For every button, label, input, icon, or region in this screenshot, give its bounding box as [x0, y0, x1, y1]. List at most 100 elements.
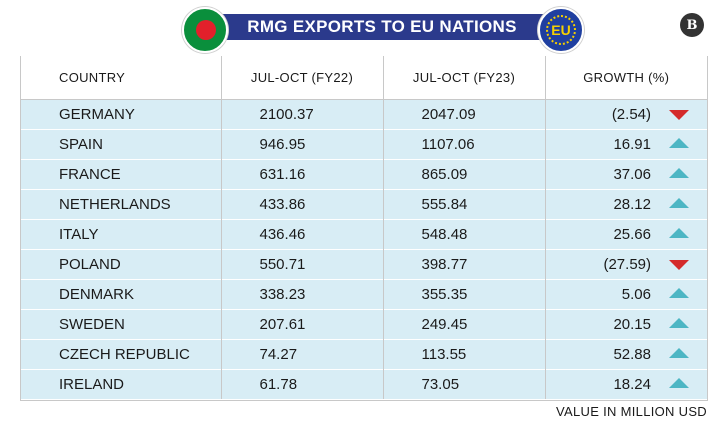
table-header-row: COUNTRY JUL-OCT (FY22) JUL-OCT (FY23) GR…	[21, 56, 707, 100]
cell-fy23-value: 555.84	[421, 196, 468, 213]
cell-growth-value: 20.15	[613, 316, 651, 333]
trend-down-icon	[669, 260, 689, 270]
table-row: DENMARK 338.23 355.35 5.06	[21, 279, 707, 310]
cell-country: FRANCE	[21, 159, 222, 190]
cell-fy23-value: 2047.09	[421, 106, 476, 123]
trend-up-icon	[669, 318, 689, 328]
cell-fy22: 74.27	[221, 339, 384, 370]
cell-fy23-value: 548.48	[421, 226, 468, 243]
cell-growth-value: (2.54)	[611, 106, 651, 123]
cell-fy23: 73.05	[383, 369, 546, 399]
cell-fy23-value: 113.55	[421, 346, 467, 363]
cell-fy22-value: 631.16	[259, 166, 306, 183]
cell-country-value: DENMARK	[59, 286, 135, 303]
cell-country: GERMANY	[21, 99, 222, 130]
cell-growth-value: 5.06	[621, 286, 651, 303]
cell-fy22: 550.71	[221, 249, 384, 280]
table-row: NETHERLANDS 433.86 555.84 28.12	[21, 189, 707, 220]
table-row: CZECH REPUBLIC 74.27 113.55 52.88	[21, 339, 707, 370]
bangladesh-flag-icon	[182, 7, 228, 53]
trend-up-icon	[669, 348, 689, 358]
cell-growth: 20.15	[545, 309, 707, 340]
table-row: SPAIN 946.95 1107.06 16.91	[21, 129, 707, 160]
cell-fy23: 355.35	[383, 279, 546, 310]
cell-growth: 52.88	[545, 339, 707, 370]
cell-growth: 16.91	[545, 129, 707, 160]
cell-fy23-value: 1107.06	[421, 136, 475, 153]
eu-star-ring	[546, 15, 576, 45]
cell-country-value: POLAND	[59, 256, 121, 273]
cell-country-value: IRELAND	[59, 376, 125, 393]
column-header-country: COUNTRY	[21, 56, 222, 100]
trend-up-icon	[669, 198, 689, 208]
header: RMG EXPORTS TO EU NATIONS EU	[180, 5, 584, 53]
cell-fy23: 1107.06	[383, 129, 546, 160]
cell-fy22-value: 946.95	[259, 136, 306, 153]
cell-country: IRELAND	[21, 369, 222, 399]
cell-country: NETHERLANDS	[21, 189, 222, 220]
cell-fy22-value: 61.78	[259, 376, 298, 393]
cell-country-value: FRANCE	[59, 166, 121, 183]
cell-country-value: GERMANY	[59, 106, 135, 123]
cell-fy23: 865.09	[383, 159, 546, 190]
cell-fy23: 555.84	[383, 189, 546, 220]
cell-growth-value: 18.24	[613, 376, 651, 393]
cell-country: ITALY	[21, 219, 222, 250]
cell-growth-value: 28.12	[613, 196, 651, 213]
cell-growth: 18.24	[545, 369, 707, 399]
cell-country: CZECH REPUBLIC	[21, 339, 222, 370]
page-title: RMG EXPORTS TO EU NATIONS	[206, 14, 558, 40]
unit-footnote: VALUE IN MILLION USD	[556, 404, 707, 419]
cell-fy23-value: 398.77	[421, 256, 468, 273]
cell-fy23: 548.48	[383, 219, 546, 250]
cell-country-value: SPAIN	[59, 136, 103, 153]
cell-fy23: 398.77	[383, 249, 546, 280]
cell-fy22: 338.23	[221, 279, 384, 310]
cell-fy22: 61.78	[221, 369, 384, 399]
cell-fy22-value: 433.86	[259, 196, 306, 213]
cell-growth-value: 16.91	[613, 136, 651, 153]
cell-growth: 37.06	[545, 159, 707, 190]
table-row: ITALY 436.46 548.48 25.66	[21, 219, 707, 250]
column-header-growth: GROWTH (%)	[583, 70, 670, 85]
cell-fy22: 2100.37	[221, 99, 384, 130]
column-header-fy23: JUL-OCT (FY23)	[383, 56, 546, 100]
cell-country: SPAIN	[21, 129, 222, 160]
cell-growth: 5.06	[545, 279, 707, 310]
cell-fy23: 249.45	[383, 309, 546, 340]
cell-fy23-value: 249.45	[421, 316, 468, 333]
trend-up-icon	[669, 168, 689, 178]
table-row: SWEDEN 207.61 249.45 20.15	[21, 309, 707, 340]
eu-flag-icon: EU	[538, 7, 584, 53]
trend-up-icon	[669, 288, 689, 298]
cell-fy23-value: 355.35	[421, 286, 468, 303]
trend-up-icon	[669, 138, 689, 148]
cell-growth: 25.66	[545, 219, 707, 250]
flag-red-disc	[196, 20, 216, 40]
cell-growth-value: 37.06	[613, 166, 651, 183]
cell-country: SWEDEN	[21, 309, 222, 340]
trend-up-icon	[669, 378, 689, 388]
eu-flag-label: EU	[551, 22, 571, 38]
cell-fy22: 946.95	[221, 129, 384, 160]
cell-growth: (27.59)	[545, 249, 707, 280]
cell-fy22-value: 436.46	[259, 226, 306, 243]
cell-country-value: CZECH REPUBLIC	[59, 346, 190, 363]
cell-country-value: ITALY	[59, 226, 99, 243]
cell-growth-value: 52.88	[613, 346, 651, 363]
cell-fy22: 631.16	[221, 159, 384, 190]
cell-growth-value: 25.66	[613, 226, 651, 243]
cell-fy23: 2047.09	[383, 99, 546, 130]
cell-fy23-value: 865.09	[421, 166, 468, 183]
cell-fy23: 113.55	[383, 339, 546, 370]
cell-fy22-value: 74.27	[259, 346, 298, 363]
cell-growth: 28.12	[545, 189, 707, 220]
exports-table: COUNTRY JUL-OCT (FY22) JUL-OCT (FY23) GR…	[20, 56, 708, 401]
table-body: GERMANY 2100.37 2047.09 (2.54) SPAIN 946.95 11…	[21, 99, 707, 399]
cell-country: POLAND	[21, 249, 222, 280]
cell-fy22: 207.61	[221, 309, 384, 340]
cell-fy22-value: 338.23	[259, 286, 306, 303]
cell-growth-value: (27.59)	[603, 256, 651, 273]
publisher-logo-icon: B	[680, 13, 704, 37]
cell-fy22: 436.46	[221, 219, 384, 250]
